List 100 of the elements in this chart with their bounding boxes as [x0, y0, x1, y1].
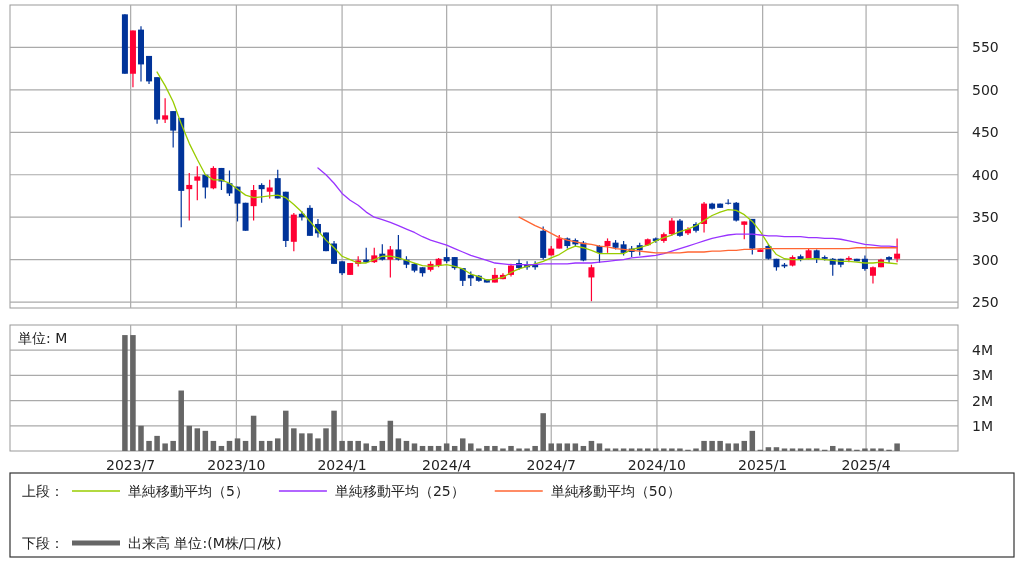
legend-title: 下段： — [22, 535, 64, 551]
bar — [516, 448, 522, 451]
bar — [363, 443, 369, 451]
x-tick-label: 2023/10 — [207, 457, 266, 473]
bar — [781, 448, 788, 451]
bar — [210, 440, 217, 451]
bar — [138, 425, 144, 451]
bar — [162, 443, 168, 451]
bar — [347, 440, 353, 451]
y-tick-label: 1M — [972, 417, 993, 434]
bar — [258, 440, 265, 451]
bar — [178, 390, 184, 451]
bar — [459, 438, 466, 451]
bar — [355, 440, 361, 451]
bar — [838, 448, 844, 451]
bar — [789, 448, 796, 451]
y-tick-label: 500 — [972, 81, 999, 98]
bar — [596, 443, 603, 451]
x-tick-label: 2024/4 — [422, 457, 472, 473]
bar — [709, 440, 715, 451]
bar — [274, 438, 281, 451]
bar — [564, 443, 571, 451]
bar — [170, 440, 176, 451]
bar — [468, 443, 474, 451]
bar — [717, 440, 723, 451]
x-tick-label: 2024/10 — [627, 457, 687, 473]
bar — [556, 443, 563, 451]
bar — [299, 433, 305, 451]
bar — [878, 448, 884, 451]
x-tick-label: 2024/1 — [317, 457, 367, 473]
bar — [146, 440, 152, 451]
y-tick-label: 3M — [972, 367, 993, 384]
bar — [266, 440, 273, 451]
bar — [773, 447, 780, 451]
bar — [186, 425, 193, 451]
bar — [234, 438, 241, 451]
bar — [387, 420, 394, 451]
bar — [283, 410, 289, 451]
bar — [741, 440, 748, 451]
bar — [226, 440, 233, 451]
y-tick-label: 350 — [972, 209, 999, 226]
bar — [492, 445, 498, 451]
bar — [661, 448, 667, 451]
bar — [291, 428, 297, 451]
bar — [500, 448, 506, 451]
bar — [749, 430, 756, 451]
bar — [813, 448, 820, 451]
bar — [862, 448, 868, 451]
bar — [122, 335, 128, 451]
bar — [725, 443, 731, 451]
bar — [612, 448, 619, 451]
bar — [653, 448, 659, 451]
bar — [315, 438, 321, 451]
legend-title: 上段： — [22, 483, 64, 499]
bar — [894, 443, 900, 451]
bar — [443, 443, 450, 451]
bar — [194, 428, 201, 451]
bar — [797, 448, 804, 451]
legend-label: 単純移動平均（5） — [128, 483, 249, 499]
x-tick-label: 2025/1 — [738, 457, 788, 473]
legend-label: 単純移動平均（25） — [334, 483, 465, 499]
bar — [339, 440, 345, 451]
y-tick-label: 550 — [972, 39, 999, 56]
bar — [805, 448, 812, 451]
bar — [628, 448, 635, 451]
bar — [411, 443, 418, 451]
bar — [677, 448, 683, 451]
annotation: 単位: M — [18, 330, 68, 346]
bar — [604, 448, 611, 451]
bar — [645, 448, 651, 451]
bar — [476, 448, 482, 451]
bar — [733, 443, 739, 451]
y-tick-label: 250 — [972, 294, 999, 311]
x-tick-label: 2025/4 — [841, 457, 891, 473]
bar — [508, 445, 514, 451]
bar — [242, 440, 249, 451]
bar — [548, 443, 554, 451]
bar — [250, 415, 257, 451]
bar — [540, 413, 546, 451]
bar — [395, 438, 402, 451]
bar — [307, 433, 313, 451]
y-tick-label: 2M — [972, 392, 993, 409]
bar — [524, 448, 530, 451]
bar — [532, 445, 538, 451]
y-tick-label: 400 — [972, 166, 999, 183]
legend-label: 出来高 単位:(M株/口/枚) — [128, 535, 282, 551]
bar — [484, 445, 490, 451]
bar — [323, 428, 329, 451]
y-tick-label: 450 — [972, 124, 999, 141]
bar — [588, 440, 595, 451]
bar — [870, 448, 876, 451]
legend-label: 単純移動平均（50） — [550, 483, 681, 499]
bar — [572, 443, 579, 451]
bar — [669, 448, 675, 451]
bar — [693, 448, 699, 451]
bar — [331, 410, 337, 451]
y-tick-label: 4M — [972, 342, 993, 359]
bar — [379, 440, 386, 451]
bar — [620, 448, 627, 451]
bar — [202, 430, 209, 451]
